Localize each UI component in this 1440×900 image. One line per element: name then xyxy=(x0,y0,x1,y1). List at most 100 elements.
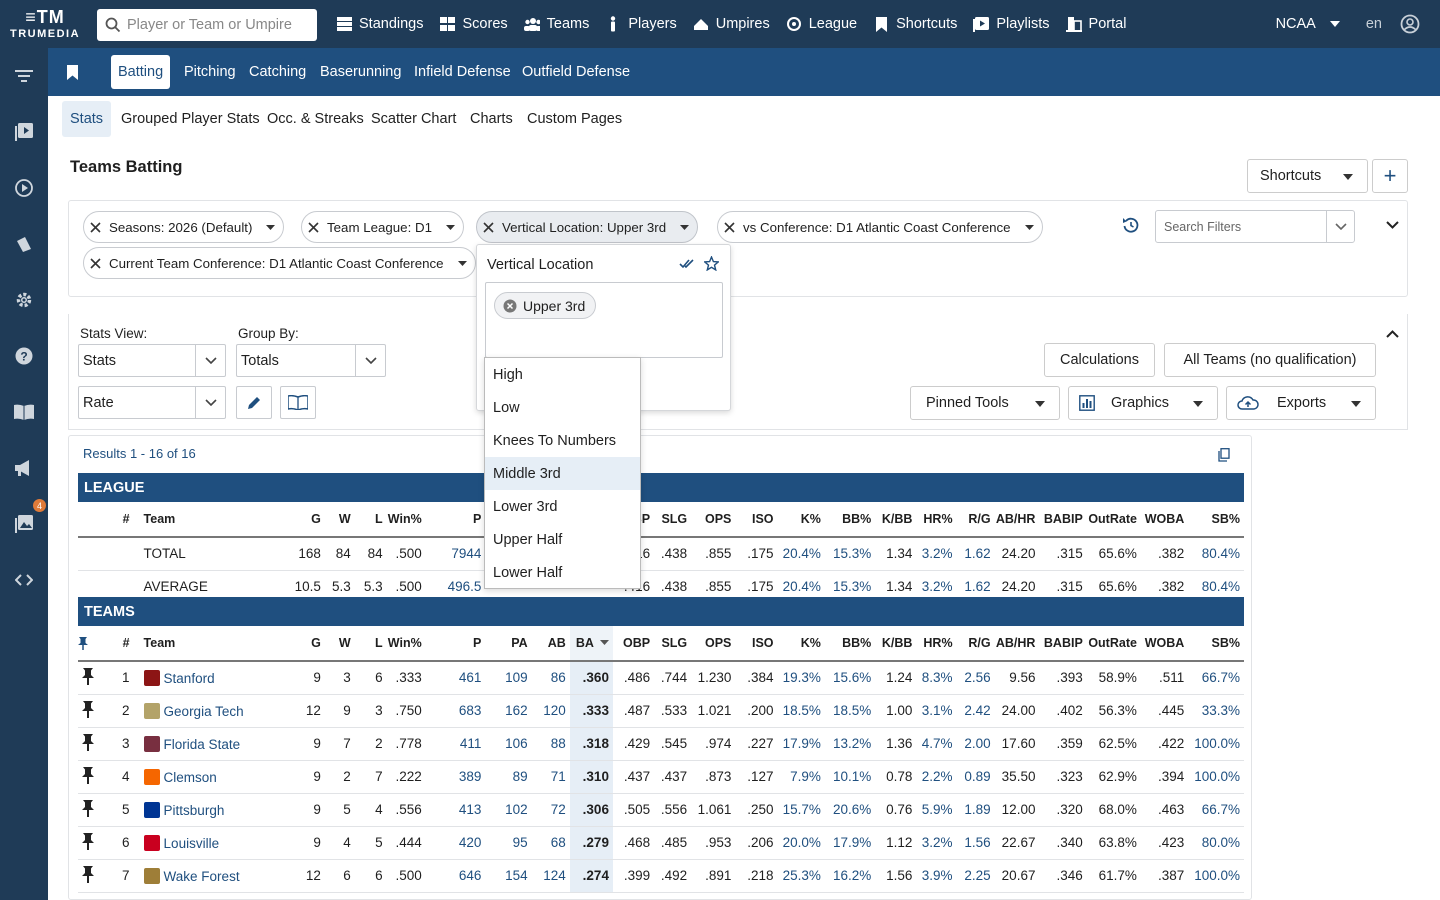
bookmark-icon[interactable] xyxy=(60,58,84,86)
column-header[interactable]: HR% xyxy=(916,502,957,538)
tab-catching[interactable]: Catching xyxy=(249,64,307,80)
book-icon[interactable] xyxy=(14,402,34,422)
tab-infield-defense[interactable]: Infield Defense xyxy=(414,64,511,80)
column-header[interactable]: P xyxy=(425,502,486,538)
column-header[interactable]: ISO xyxy=(735,502,778,538)
team-link[interactable]: Florida State xyxy=(163,736,241,752)
megaphone-icon[interactable] xyxy=(14,458,34,478)
dropdown-option[interactable]: Low xyxy=(493,399,520,416)
filter-chip-vs-conference[interactable]: vs Conference: D1 Atlantic Coast Confere… xyxy=(717,211,1043,243)
collapse-controls-chevron-icon[interactable] xyxy=(1386,330,1399,338)
column-header[interactable]: AB xyxy=(531,626,570,662)
dropdown-option[interactable]: Knees To Numbers xyxy=(493,432,617,449)
copy-icon[interactable] xyxy=(1218,448,1230,462)
table-row[interactable]: 2 Georgia Tech 12 9 3.750 683 162 120.333.487.5… xyxy=(78,694,1244,728)
filter-chip-team-league[interactable]: Team League: D1 xyxy=(301,211,464,243)
dropdown-option[interactable]: High xyxy=(493,366,523,383)
column-header[interactable]: SLG xyxy=(654,502,692,538)
pin-icon[interactable] xyxy=(82,799,95,817)
pin-cell[interactable] xyxy=(78,661,103,695)
add-shortcut-button[interactable]: + xyxy=(1372,159,1408,193)
team-link[interactable]: Clemson xyxy=(163,769,217,785)
team-cell[interactable]: Clemson xyxy=(133,760,288,794)
group-by-select[interactable]: Totals xyxy=(236,344,386,377)
filter-chip-current-team-conference[interactable]: Current Team Conference: D1 Atlantic Coa… xyxy=(83,247,476,279)
pin-icon[interactable] xyxy=(78,636,99,650)
remove-tag-icon[interactable] xyxy=(503,299,517,313)
team-link[interactable]: Pittsburgh xyxy=(163,802,225,818)
chevron-down-icon[interactable] xyxy=(1326,211,1354,242)
column-header[interactable]: K% xyxy=(777,502,825,538)
column-header[interactable]: R/G xyxy=(956,626,995,662)
pin-cell[interactable] xyxy=(78,727,103,761)
gear-icon[interactable] xyxy=(14,290,34,310)
subtab-custom-pages[interactable]: Custom Pages xyxy=(527,111,623,127)
column-header[interactable]: W xyxy=(324,502,355,538)
pin-icon[interactable] xyxy=(82,766,95,784)
column-header[interactable]: Win% xyxy=(386,626,426,662)
nav-umpires[interactable]: Umpires xyxy=(693,16,770,32)
video-library-icon[interactable] xyxy=(14,122,34,142)
select-all-check-icon[interactable] xyxy=(679,258,695,270)
team-cell[interactable]: Wake Forest xyxy=(133,859,288,893)
team-cell[interactable]: Georgia Tech xyxy=(133,694,288,728)
tab-batting[interactable]: Batting xyxy=(111,55,171,89)
pin-icon[interactable] xyxy=(82,865,95,883)
pin-cell[interactable] xyxy=(78,760,103,794)
language-select[interactable]: en xyxy=(1365,16,1382,32)
table-row[interactable]: 1 Stanford 9 3 6.333 461 109 86.360.486.744 1.23… xyxy=(78,661,1244,695)
nav-league[interactable]: League xyxy=(786,16,857,32)
filter-chip-seasons[interactable]: Seasons: 2026 (Default) xyxy=(83,211,285,243)
calculations-button[interactable]: Calculations xyxy=(1044,343,1155,377)
subtab-charts[interactable]: Charts xyxy=(470,111,513,127)
column-header[interactable]: BABIP xyxy=(1039,502,1087,538)
pinned-tools-button[interactable]: Pinned Tools xyxy=(910,386,1060,420)
reset-history-icon[interactable] xyxy=(1122,216,1140,234)
trumedia-logo[interactable]: ≡TM TRUMEDIA xyxy=(0,0,90,48)
column-header[interactable]: BB% xyxy=(824,502,876,538)
column-header[interactable]: SLG xyxy=(654,626,692,662)
column-header[interactable]: PA xyxy=(485,626,532,662)
column-header[interactable]: HR% xyxy=(916,626,957,662)
column-header[interactable]: OBP xyxy=(612,626,655,662)
pin-cell[interactable] xyxy=(78,793,103,827)
help-icon[interactable]: ? xyxy=(14,346,34,366)
column-header[interactable]: P xyxy=(425,626,486,662)
column-header[interactable]: OutRate xyxy=(1086,626,1141,662)
column-header[interactable]: Team xyxy=(133,626,288,662)
team-link[interactable]: Georgia Tech xyxy=(163,703,244,719)
close-icon[interactable] xyxy=(90,221,101,233)
column-header[interactable]: K/BB xyxy=(875,502,917,538)
team-cell[interactable]: Louisville xyxy=(133,826,288,860)
pin-icon[interactable] xyxy=(82,832,95,850)
nav-teams[interactable]: Teams xyxy=(523,16,589,32)
dropdown-option[interactable]: Lower Half xyxy=(493,564,563,581)
column-header[interactable]: # xyxy=(102,502,134,538)
dropdown-option[interactable]: Middle 3rd xyxy=(485,457,640,490)
pin-icon[interactable] xyxy=(82,667,95,686)
user-avatar-icon[interactable] xyxy=(1400,14,1420,34)
search-filters-input[interactable]: Search Filters xyxy=(1155,210,1355,243)
images-icon[interactable] xyxy=(14,514,34,534)
team-link[interactable]: Stanford xyxy=(163,670,215,686)
column-header[interactable]: AB/HR xyxy=(994,626,1040,662)
shortcuts-button[interactable]: Shortcuts xyxy=(1247,159,1368,193)
global-search-input[interactable]: Player or Team or Umpire xyxy=(97,9,317,41)
team-cell[interactable]: Stanford xyxy=(133,661,288,695)
filter-chip-vertical-location[interactable]: Vertical Location: Upper 3rd xyxy=(476,211,699,243)
tab-pitching[interactable]: Pitching xyxy=(184,64,236,80)
column-header[interactable]: K% xyxy=(777,626,825,662)
column-header[interactable]: # xyxy=(102,626,134,662)
column-header[interactable]: W xyxy=(324,626,355,662)
subtab-occ-streaks[interactable]: Occ. & Streaks xyxy=(267,111,364,127)
nav-scores[interactable]: Scores xyxy=(440,16,508,32)
column-header[interactable]: K/BB xyxy=(875,626,917,662)
table-row[interactable]: 7 Wake Forest 12 6 6.500 646 154 124.274.399.49… xyxy=(78,859,1244,893)
nav-players[interactable]: Players xyxy=(605,16,677,32)
nav-playlists[interactable]: Playlists xyxy=(973,16,1050,32)
edit-button[interactable] xyxy=(236,386,272,419)
column-header[interactable]: OPS xyxy=(691,626,736,662)
table-row[interactable]: 4 Clemson 9 2 7.222 389 89 71.310.437.437.873.1… xyxy=(78,760,1244,794)
exports-button[interactable]: Exports xyxy=(1226,386,1376,420)
column-header[interactable]: Team xyxy=(133,502,288,538)
